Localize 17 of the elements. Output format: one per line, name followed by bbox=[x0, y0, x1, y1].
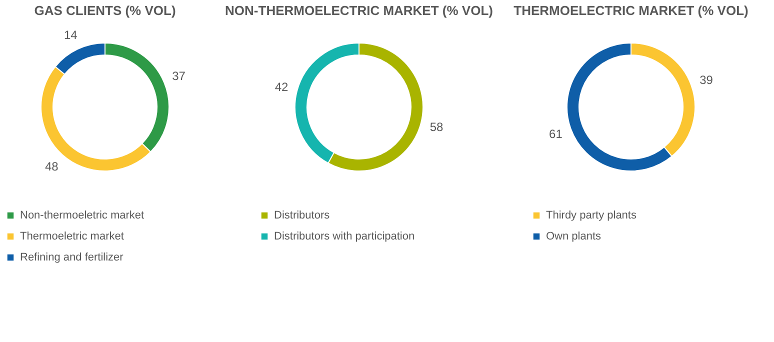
data-label: 61 bbox=[549, 127, 563, 142]
legend-label: Thirdy party plants bbox=[546, 210, 637, 222]
chart-title: GAS CLIENTS (% VOL) bbox=[34, 3, 176, 18]
data-label: 37 bbox=[172, 69, 186, 84]
data-label: 58 bbox=[430, 120, 444, 134]
legend-label: Thermoeletric market bbox=[20, 230, 124, 242]
chart-title: NON-THERMOELECTRIC MARKET (% VOL) bbox=[225, 3, 493, 18]
legend-label: Distributors with participation bbox=[274, 230, 415, 242]
data-label: 42 bbox=[274, 80, 289, 94]
legend-label: Own plants bbox=[546, 230, 602, 242]
legend-label: Distributors bbox=[274, 210, 330, 222]
data-label: 14 bbox=[64, 28, 78, 42]
legend-label: Refining and fertilizer bbox=[20, 252, 124, 264]
chart-title: THERMOELECTRIC MARKET (% VOL) bbox=[514, 3, 748, 18]
data-label: 39 bbox=[700, 72, 714, 87]
data-label: 48 bbox=[44, 160, 59, 174]
legend-label: Non-thermoeletric market bbox=[20, 210, 144, 222]
